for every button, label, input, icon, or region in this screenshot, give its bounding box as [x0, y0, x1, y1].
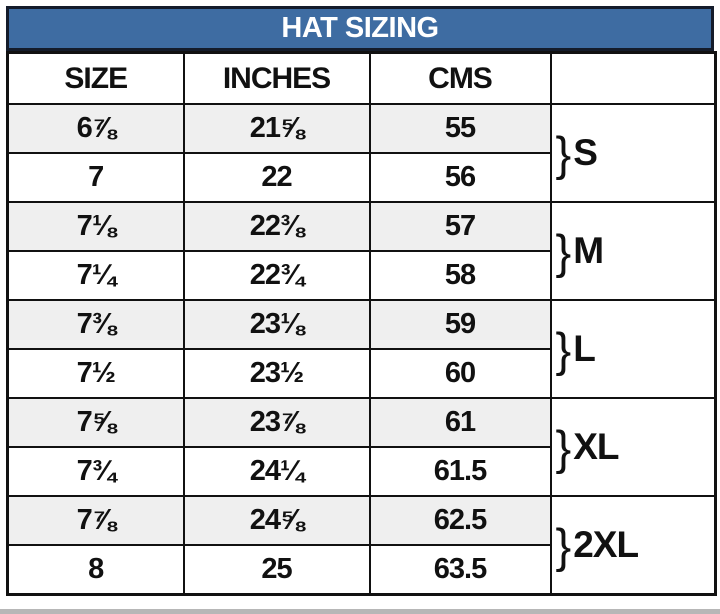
column-header-group [549, 51, 717, 105]
group-cell-2xl: }2XL [549, 495, 717, 596]
inches-cell: 25 [182, 544, 371, 596]
table-row: 8 25 63.5 [6, 544, 716, 596]
inches-cell: 22 [182, 152, 371, 203]
inches-cell: 24⅝ [182, 495, 371, 546]
group-label: 2XL [573, 524, 639, 565]
cms-cell: 62.5 [368, 495, 552, 546]
table-row: 7½ 23½ 60 [6, 348, 716, 399]
table-row: 7 22 56 [6, 152, 716, 203]
table-row: 7⅞ 24⅝ 62.5 }2XL [6, 495, 717, 596]
cms-cell: 63.5 [368, 544, 552, 596]
table-row: 6⅞ 21⅝ 55 }S [6, 103, 717, 203]
table-row: 7⅝ 23⅞ 61 }XL [6, 397, 717, 497]
brace-glyph: } [555, 126, 572, 180]
group-label: S [573, 132, 598, 173]
size-cell: 7⅝ [6, 397, 185, 448]
brace-glyph: } [555, 224, 572, 278]
group-label: XL [573, 426, 619, 467]
table-row: 7¼ 22¾ 58 [6, 250, 716, 301]
inches-cell: 21⅝ [182, 103, 371, 154]
brace-glyph: } [555, 322, 572, 376]
table-row: 7⅛ 22⅜ 57 }M [6, 201, 717, 301]
cms-cell: 55 [368, 103, 552, 154]
group-cell-m: }M [549, 201, 717, 301]
inches-cell: 23⅛ [182, 299, 371, 350]
size-cell: 7¼ [6, 250, 185, 301]
cms-cell: 61.5 [368, 446, 552, 497]
column-header-cms: CMS [368, 51, 552, 105]
page-title: HAT SIZING [281, 12, 439, 44]
cms-cell: 57 [368, 201, 552, 252]
brace-glyph: } [555, 420, 572, 474]
hat-sizing-table: SIZE INCHES CMS 6⅞ 21⅝ 55 }S 7 22 56 7⅛ [6, 51, 717, 596]
group-cell-s: }S [549, 103, 717, 203]
cms-cell: 56 [368, 152, 552, 203]
column-header-inches: INCHES [182, 51, 371, 105]
inches-cell: 24¼ [182, 446, 371, 497]
size-cell: 7½ [6, 348, 185, 399]
size-cell: 7¾ [6, 446, 185, 497]
size-cell: 7⅞ [6, 495, 185, 546]
inches-cell: 23½ [182, 348, 371, 399]
brace-glyph: } [555, 518, 572, 572]
inches-cell: 22⅜ [182, 201, 371, 252]
table-row: 7¾ 24¼ 61.5 [6, 446, 716, 497]
screenshot-bottom-edge [0, 609, 720, 614]
cms-cell: 60 [368, 348, 552, 399]
header-row: SIZE INCHES CMS [6, 51, 717, 105]
inches-cell: 22¾ [182, 250, 371, 301]
table-row: 7⅜ 23⅛ 59 }L [6, 299, 717, 399]
size-cell: 8 [6, 544, 185, 596]
size-cell: 7 [6, 152, 185, 203]
cms-cell: 59 [368, 299, 552, 350]
column-header-size: SIZE [6, 51, 185, 105]
title-bar: HAT SIZING [6, 6, 714, 51]
cms-cell: 61 [368, 397, 552, 448]
group-label: M [573, 230, 604, 271]
group-cell-xl: }XL [549, 397, 717, 497]
group-cell-l: }L [549, 299, 717, 399]
size-cell: 7⅜ [6, 299, 185, 350]
size-cell: 6⅞ [6, 103, 185, 154]
cms-cell: 58 [368, 250, 552, 301]
group-label: L [573, 328, 596, 369]
inches-cell: 23⅞ [182, 397, 371, 448]
size-cell: 7⅛ [6, 201, 185, 252]
